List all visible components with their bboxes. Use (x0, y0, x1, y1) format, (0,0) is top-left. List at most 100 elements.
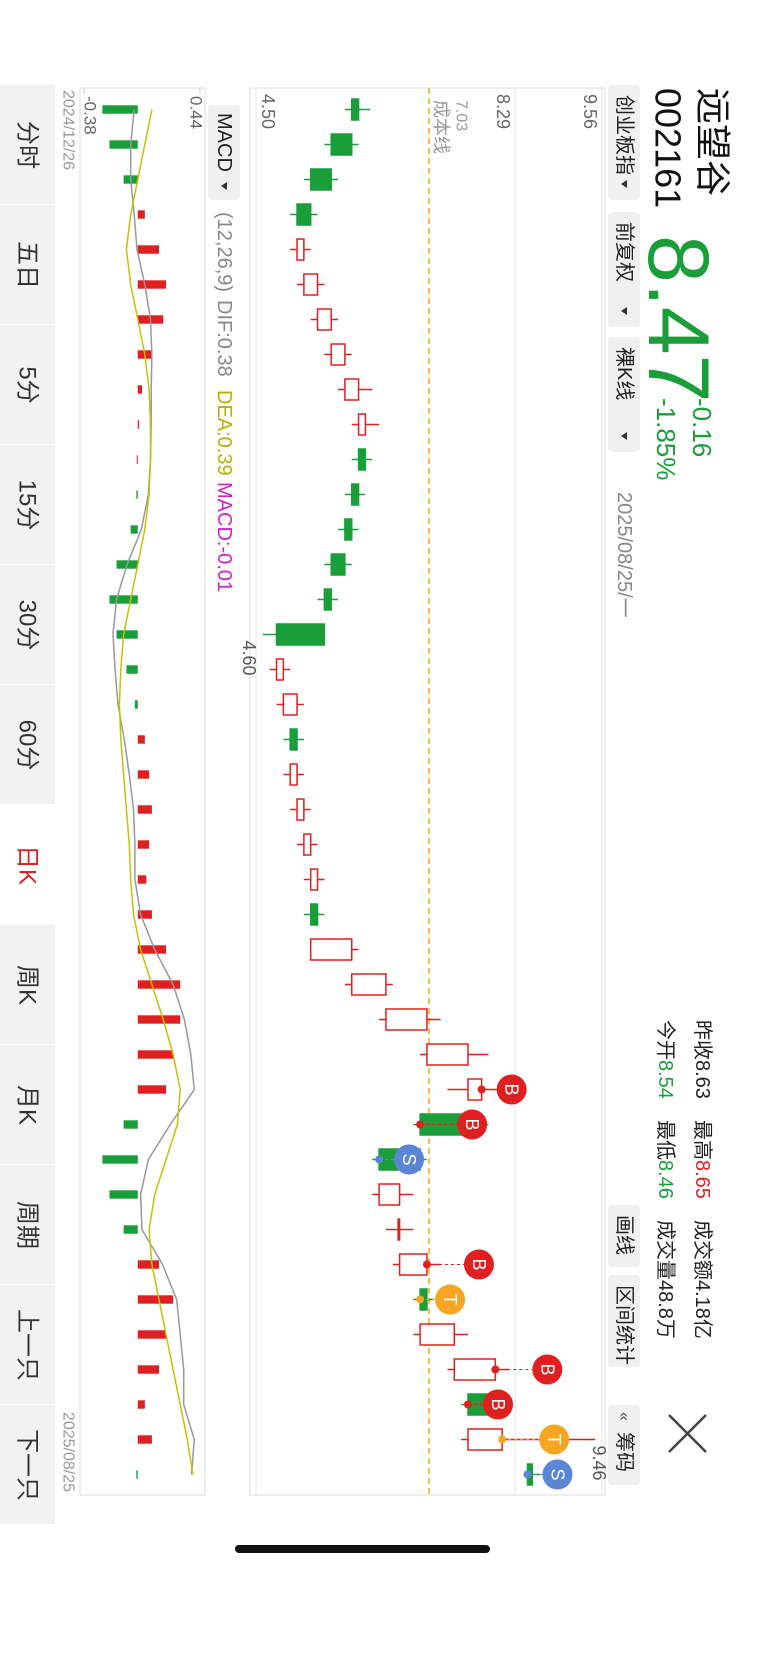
home-indicator (235, 1545, 490, 1553)
stat: 成交额4.18亿 (691, 1220, 714, 1339)
price-annotation: 9.46 (589, 1446, 609, 1481)
candle-body (344, 378, 360, 401)
macd-dif: DIF:0.38 (213, 300, 235, 377)
macd-button-bg[interactable] (208, 105, 240, 200)
close-button[interactable] (668, 1414, 707, 1453)
candle-body (398, 1253, 428, 1276)
signal-marker (496, 1074, 527, 1105)
range-button-bg[interactable] (608, 1275, 640, 1367)
signal-marker (394, 1144, 425, 1175)
macd-bar (109, 1190, 138, 1199)
candle-body (296, 798, 305, 821)
stat: 今开8.54 (654, 1020, 677, 1099)
macd-bar (137, 1260, 159, 1269)
index-button-bg[interactable] (608, 85, 640, 200)
draw-button-bg[interactable] (608, 1205, 640, 1267)
y-tick-label: 4.50 (258, 94, 278, 129)
candle-body (378, 1183, 401, 1206)
macd-bar (137, 1050, 174, 1059)
date-end: 2025/08/25 (60, 1412, 77, 1492)
macd-bar (137, 980, 181, 989)
stat-label: 昨收 (691, 1020, 714, 1060)
candle-body (309, 903, 319, 926)
landscape-view: 远望谷0021618.47-0.16-1.85%昨收8.63最高8.65成交额4… (0, 85, 734, 1524)
macd-bar (109, 140, 138, 149)
tab-bg[interactable] (0, 85, 55, 204)
stock-name: 远望谷 (693, 88, 734, 196)
macd-bar (116, 630, 138, 639)
candle-body (350, 973, 387, 996)
macd-bar (137, 1085, 167, 1094)
macd-tick-label: 0.44 (187, 96, 206, 129)
candle-body (397, 1218, 401, 1241)
current-date: 2025/08/25/一 (613, 492, 635, 618)
stat-label: 今开 (654, 1020, 677, 1060)
kline-button-bg[interactable] (608, 337, 640, 452)
tab-bg[interactable] (0, 325, 55, 444)
macd-bar (137, 1400, 145, 1409)
chart-frame (249, 87, 606, 1496)
macd-bar (134, 700, 138, 709)
tab-bg[interactable] (0, 1165, 55, 1284)
candle-body (330, 553, 346, 576)
candle-body (275, 658, 285, 681)
macd-bar (137, 840, 150, 849)
macd-tick-label: -0.38 (81, 96, 100, 135)
signal-dot (477, 1085, 486, 1094)
stat-label: 成交额 (691, 1220, 714, 1280)
macd-bar (137, 1435, 152, 1444)
signal-marker (435, 1284, 466, 1315)
candle-body (385, 1008, 428, 1031)
macd-bar (137, 945, 167, 954)
tab-bg[interactable] (0, 925, 55, 1044)
adjust-button-bg[interactable] (608, 212, 640, 327)
candle-body (303, 833, 312, 856)
dif-line (112, 109, 196, 1475)
tab-bg[interactable] (0, 445, 55, 564)
signal-label: B (537, 1363, 557, 1375)
tab-label: 周期 (14, 1201, 41, 1249)
signal-dot (375, 1155, 384, 1164)
macd-bar (137, 245, 159, 254)
stat-label: 成交量 (654, 1220, 677, 1280)
macd-bar (109, 595, 138, 604)
chips-button: 筹码 (613, 1432, 636, 1472)
tab-bg[interactable] (0, 685, 55, 804)
macd-bar (137, 735, 145, 744)
macd-bar (137, 420, 140, 429)
stat: 昨收8.63 (691, 1020, 714, 1099)
stat-label: 最低 (654, 1120, 677, 1160)
macd-bar (136, 490, 138, 499)
macd-bar (123, 1120, 138, 1129)
chips-button-bg[interactable] (608, 1405, 640, 1485)
tab-bg[interactable] (0, 1045, 55, 1164)
stat-label: 最高 (691, 1120, 714, 1160)
tab-bg[interactable] (0, 565, 55, 684)
tab-bg[interactable] (0, 805, 55, 924)
range-button: 区间统计 (613, 1285, 636, 1365)
macd-dea: DEA:0.39 (213, 390, 235, 476)
y-tick-label: 8.29 (493, 94, 513, 129)
stat-value: 48.8万 (654, 1280, 676, 1339)
stat-value: 8.46 (654, 1160, 676, 1199)
signal-label: T (440, 1294, 460, 1305)
candle-body (316, 308, 332, 331)
candle-body (309, 168, 332, 191)
candle-body (453, 1358, 497, 1381)
signal-label: B (469, 1258, 489, 1270)
price-annotation: 4.60 (239, 641, 259, 676)
macd-frame (79, 87, 206, 1496)
tab-bg[interactable] (0, 1285, 55, 1404)
macd-bar (130, 525, 138, 534)
signal-dot (498, 1435, 507, 1444)
macd-bar (102, 1155, 138, 1164)
signal-dot (416, 1295, 425, 1304)
date-start: 2024/12/26 (60, 90, 77, 170)
candle-body (303, 273, 319, 296)
tab-bg[interactable] (0, 205, 55, 324)
tab-bg[interactable] (0, 1405, 55, 1524)
candle-body (296, 238, 305, 261)
macd-bar (137, 1295, 174, 1304)
kline-button: 裸K线 (613, 347, 636, 400)
